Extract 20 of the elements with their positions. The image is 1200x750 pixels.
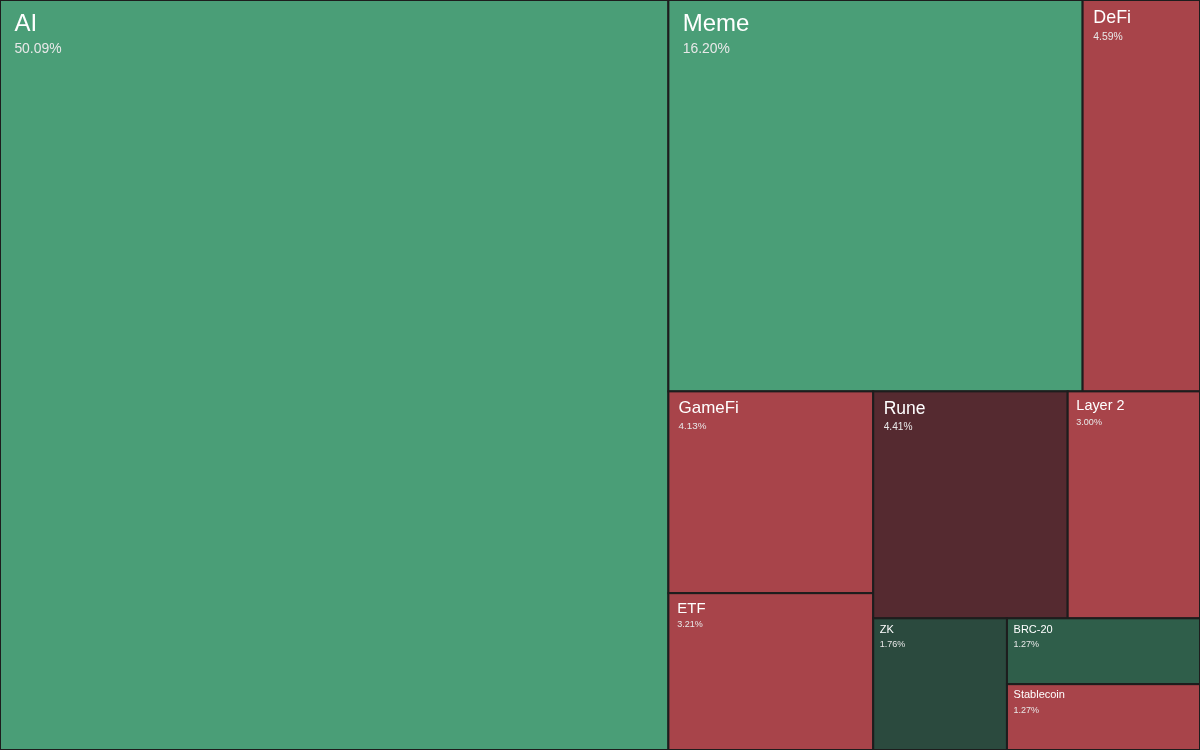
category-label: AI [14,9,38,37]
data-label: 50.09% [14,40,62,57]
category-label: Meme [682,9,750,37]
data-label: 1.27% [1013,704,1040,715]
category-label: Layer 2 [1076,397,1125,414]
data-label: 3.21% [677,618,703,629]
category-label: BRC-20 [1013,622,1053,635]
category-label: ZK [879,622,895,635]
data-label: 4.13% [678,420,707,432]
category-label: GameFi [678,398,739,418]
data-label: 16.20% [682,40,730,57]
data-label: 1.27% [1013,639,1040,650]
data-label: 4.59% [1093,30,1123,42]
category-label: Stablecoin [1013,688,1065,701]
data-label: 4.41% [883,421,913,433]
data-label: 1.76% [879,639,906,650]
data-label: 3.00% [1076,416,1102,427]
category-label: DeFi [1093,7,1132,28]
category-label: Rune [883,398,926,419]
category-label: ETF [677,598,706,616]
